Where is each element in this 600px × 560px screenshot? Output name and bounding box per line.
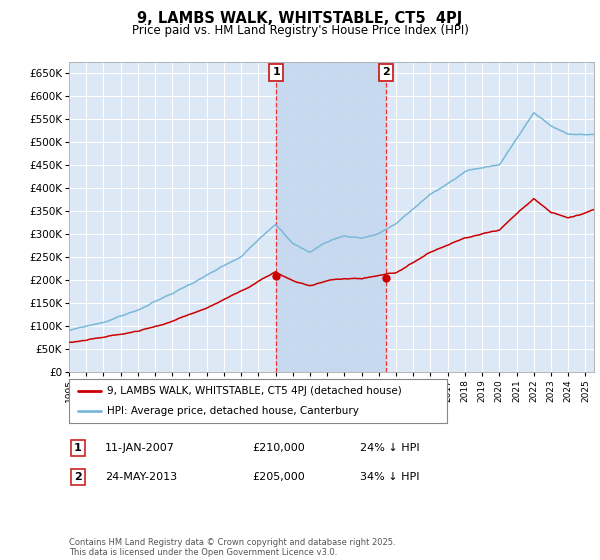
Text: 24-MAY-2013: 24-MAY-2013 — [105, 472, 177, 482]
Text: 11-JAN-2007: 11-JAN-2007 — [105, 443, 175, 453]
Text: 2: 2 — [74, 472, 82, 482]
Text: 2: 2 — [382, 67, 389, 77]
Text: 24% ↓ HPI: 24% ↓ HPI — [360, 443, 419, 453]
Text: 1: 1 — [272, 67, 280, 77]
Bar — [276, 62, 386, 372]
Text: £210,000: £210,000 — [252, 443, 305, 453]
Text: 34% ↓ HPI: 34% ↓ HPI — [360, 472, 419, 482]
Text: £205,000: £205,000 — [252, 472, 305, 482]
Text: Price paid vs. HM Land Registry's House Price Index (HPI): Price paid vs. HM Land Registry's House … — [131, 24, 469, 36]
Text: HPI: Average price, detached house, Canterbury: HPI: Average price, detached house, Cant… — [107, 405, 359, 416]
Text: 9, LAMBS WALK, WHITSTABLE, CT5 4PJ (detached house): 9, LAMBS WALK, WHITSTABLE, CT5 4PJ (deta… — [107, 386, 401, 396]
Text: 1: 1 — [74, 443, 82, 453]
Text: Contains HM Land Registry data © Crown copyright and database right 2025.
This d: Contains HM Land Registry data © Crown c… — [69, 538, 395, 557]
Text: 9, LAMBS WALK, WHITSTABLE, CT5  4PJ: 9, LAMBS WALK, WHITSTABLE, CT5 4PJ — [137, 11, 463, 26]
